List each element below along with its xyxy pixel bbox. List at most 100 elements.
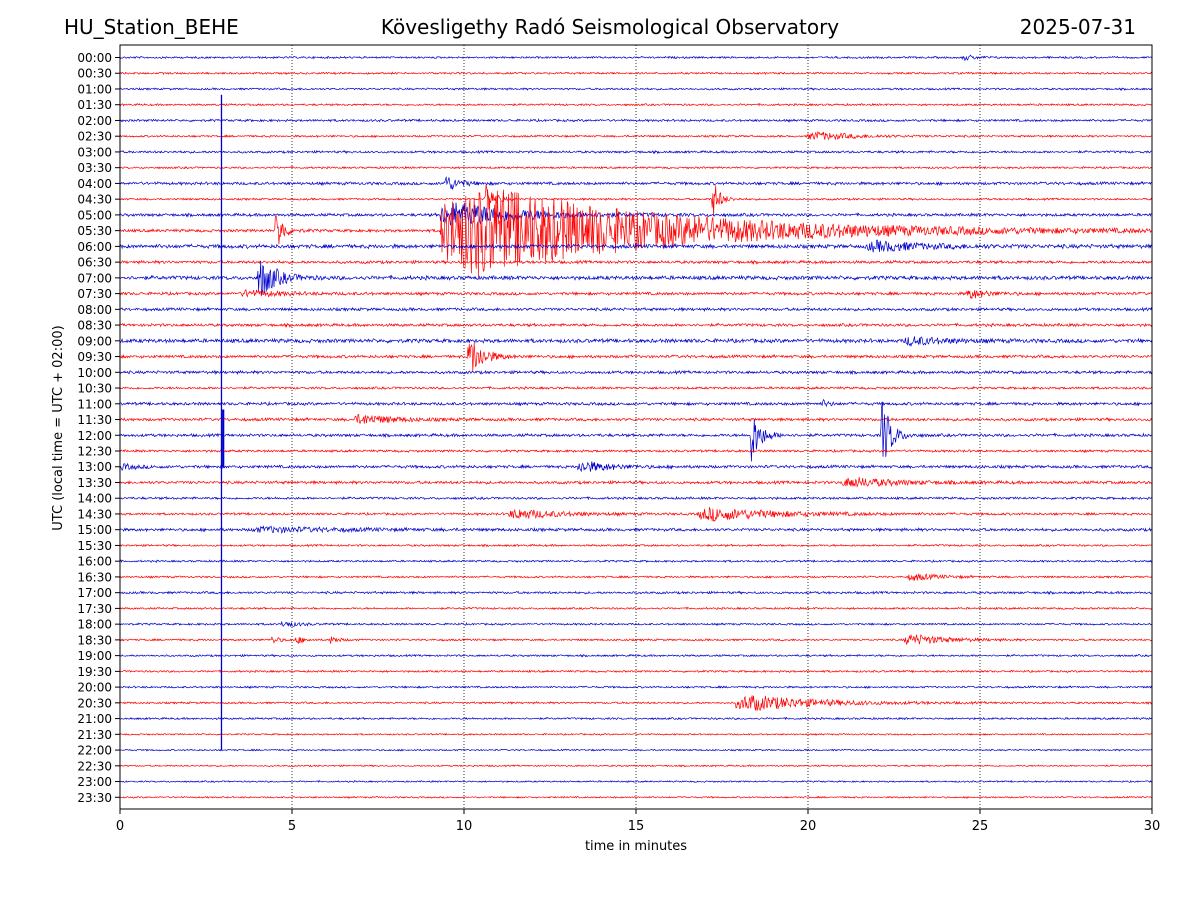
x-tick-label-25: 25 bbox=[972, 819, 989, 834]
trace-row-2130 bbox=[119, 732, 1153, 736]
trace-row-0030 bbox=[119, 71, 1153, 76]
x-tick-label-5: 5 bbox=[288, 819, 296, 834]
y-tick-label-2230: 22:30 bbox=[77, 759, 112, 773]
y-tick-label-1100: 11:00 bbox=[77, 397, 112, 411]
y-tick-label-2300: 23:00 bbox=[77, 775, 112, 789]
y-tick-label-0100: 01:00 bbox=[77, 82, 112, 96]
trace-row-0200 bbox=[119, 118, 1152, 123]
y-tick-label-2200: 22:00 bbox=[77, 744, 112, 758]
y-tick-label-1230: 12:30 bbox=[77, 445, 112, 459]
trace-row-0700 bbox=[119, 260, 1153, 296]
y-tick-label-2130: 21:30 bbox=[77, 728, 112, 742]
trace-row-1130 bbox=[119, 413, 1153, 424]
trace-row-0730 bbox=[119, 289, 1153, 300]
trace-row-1200 bbox=[119, 401, 1152, 462]
trace-row-2030 bbox=[119, 695, 1153, 711]
trace-row-1530 bbox=[119, 543, 1152, 548]
y-tick-label-1700: 17:00 bbox=[77, 586, 112, 600]
trace-row-2300 bbox=[119, 779, 1153, 784]
trace-row-1500 bbox=[119, 525, 1152, 534]
y-tick-label-0130: 01:30 bbox=[77, 98, 112, 112]
artifacts bbox=[220, 94, 225, 751]
trace-row-1330 bbox=[119, 477, 1152, 488]
y-tick-label-1730: 17:30 bbox=[77, 602, 112, 616]
y-tick-label-1130: 11:30 bbox=[77, 413, 112, 427]
y-tick-label-0330: 03:30 bbox=[77, 161, 112, 175]
x-tick-label-30: 30 bbox=[1144, 819, 1161, 834]
y-tick-label-0900: 09:00 bbox=[77, 334, 112, 348]
trace-row-1630 bbox=[119, 573, 1153, 582]
y-tick-label-1500: 15:00 bbox=[77, 523, 112, 537]
y-tick-label-0830: 08:30 bbox=[77, 319, 112, 333]
y-tick-label-1030: 10:30 bbox=[77, 382, 112, 396]
trace-row-1300 bbox=[119, 461, 1153, 473]
trace-row-1900 bbox=[119, 653, 1152, 658]
y-tick-label-1900: 19:00 bbox=[77, 649, 112, 663]
y-tick-label-1930: 19:30 bbox=[77, 665, 112, 679]
trace-row-0500 bbox=[119, 202, 1152, 226]
y-tick-label-1630: 16:30 bbox=[77, 570, 112, 584]
y-tick-label-1400: 14:00 bbox=[77, 492, 112, 506]
x-tick-label-0: 0 bbox=[116, 819, 124, 834]
trace-row-1830 bbox=[119, 634, 1153, 645]
y-tick-label-0800: 08:00 bbox=[77, 303, 112, 317]
y-tick-label-2330: 23:30 bbox=[77, 791, 112, 805]
y-tick-label-0500: 05:00 bbox=[77, 208, 112, 222]
y-tick-label-0600: 06:00 bbox=[77, 240, 112, 254]
trace-row-2230 bbox=[119, 764, 1153, 768]
traces bbox=[119, 54, 1153, 799]
trace-row-0230 bbox=[119, 130, 1152, 141]
y-tick-label-0030: 00:30 bbox=[77, 67, 112, 81]
y-tick-label-1330: 13:30 bbox=[77, 476, 112, 490]
trace-row-1430 bbox=[119, 506, 1152, 522]
trace-row-0130 bbox=[119, 102, 1152, 107]
y-tick-label-0730: 07:30 bbox=[77, 287, 112, 301]
trace-row-0600 bbox=[119, 239, 1153, 253]
trace-row-1730 bbox=[119, 606, 1153, 611]
x-axis: 0 5 10 15 20 25 30 bbox=[116, 809, 1160, 834]
y-tick-label-1830: 18:30 bbox=[77, 633, 112, 647]
y-tick-label-2100: 21:00 bbox=[77, 712, 112, 726]
chart-date: 2025-07-31 bbox=[1019, 15, 1136, 39]
trace-row-1700 bbox=[119, 590, 1152, 595]
y-tick-label-2000: 20:00 bbox=[77, 681, 112, 695]
y-tick-label-0400: 04:00 bbox=[77, 177, 112, 191]
y-tick-label-0300: 03:00 bbox=[77, 145, 112, 159]
trace-row-1230 bbox=[119, 448, 1153, 454]
trace-row-0530 bbox=[119, 189, 1152, 277]
trace-row-1930 bbox=[119, 669, 1153, 674]
x-axis-label: time in minutes bbox=[585, 839, 687, 854]
trace-row-0830 bbox=[119, 322, 1153, 328]
trace-row-1400 bbox=[119, 495, 1153, 501]
y-tick-label-0000: 00:00 bbox=[77, 51, 112, 65]
x-tick-label-20: 20 bbox=[800, 819, 817, 834]
y-tick-label-1200: 12:00 bbox=[77, 429, 112, 443]
trace-row-0300 bbox=[119, 149, 1152, 155]
station-name: HU_Station_BEHE bbox=[64, 15, 239, 39]
trace-row-1000 bbox=[119, 369, 1153, 376]
y-tick-label-2030: 20:30 bbox=[77, 696, 112, 710]
trace-row-0100 bbox=[119, 87, 1153, 91]
x-tick-label-10: 10 bbox=[456, 819, 473, 834]
trace-row-1800 bbox=[119, 620, 1153, 627]
y-tick-label-0200: 02:00 bbox=[77, 114, 112, 128]
trace-row-0400 bbox=[119, 175, 1152, 190]
trace-row-0430 bbox=[119, 184, 1153, 217]
y-tick-label-0700: 07:00 bbox=[77, 271, 112, 285]
y-axis-label: UTC (local time = UTC + 02:00) bbox=[51, 325, 66, 530]
y-tick-label-1530: 15:30 bbox=[77, 539, 112, 553]
x-tick-label-15: 15 bbox=[628, 819, 645, 834]
trace-row-1600 bbox=[119, 559, 1153, 564]
y-tick-label-0430: 04:30 bbox=[77, 193, 112, 207]
y-tick-label-0930: 09:30 bbox=[77, 350, 112, 364]
chart-title: Kövesligethy Radó Seismological Observat… bbox=[380, 15, 840, 39]
trace-row-1030 bbox=[119, 385, 1153, 391]
y-tick-label-1430: 14:30 bbox=[77, 507, 112, 521]
grid-lines bbox=[291, 45, 981, 809]
trace-row-1100 bbox=[119, 398, 1153, 408]
y-tick-label-1800: 18:00 bbox=[77, 618, 112, 632]
trace-row-0800 bbox=[119, 306, 1153, 313]
trace-row-2100 bbox=[119, 716, 1153, 721]
